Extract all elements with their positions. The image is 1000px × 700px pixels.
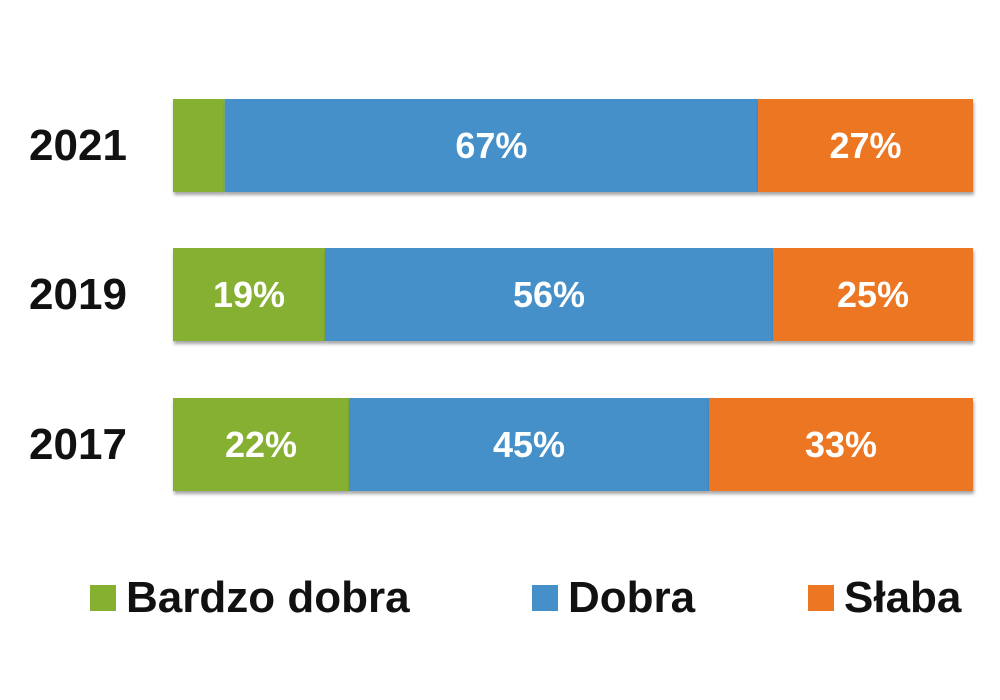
legend-label-slaba: Słaba (844, 573, 962, 622)
category-label-2019: 2019 (29, 270, 127, 319)
legend-label-dobra: Dobra (568, 573, 696, 622)
bar-2017-bardzo-dobra (173, 398, 349, 491)
bars-group (173, 99, 973, 491)
data-label-2019-słaba: 25% (837, 274, 909, 315)
data-label-2017-dobra: 45% (493, 424, 565, 465)
data-label-2021-dobra: 67% (455, 125, 527, 166)
category-label-2021: 2021 (29, 121, 127, 170)
bar-2017-słaba (709, 398, 973, 491)
category-labels-group: 2021 2019 2017 (29, 121, 127, 469)
bar-2019-bardzo-dobra (173, 248, 325, 341)
bar-2019-dobra (325, 248, 773, 341)
legend-swatch-dobra (532, 585, 558, 611)
legend-swatch-slaba (808, 585, 834, 611)
bar-2021-słaba (758, 99, 973, 192)
bar-2021-bardzo-dobra (173, 99, 225, 192)
data-label-2017-bardzo-dobra: 22% (225, 424, 297, 465)
data-label-2017-słaba: 33% (805, 424, 877, 465)
legend-label-bardzo-dobra: Bardzo dobra (126, 573, 410, 622)
category-label-2017: 2017 (29, 420, 127, 469)
bar-2017-dobra (349, 398, 709, 491)
legend: Bardzo dobra Dobra Słaba (0, 568, 1000, 628)
bar-2021-dobra (224, 99, 759, 192)
legend-swatch-bardzo-dobra (90, 585, 116, 611)
data-label-2021-słaba: 27% (830, 125, 902, 166)
data-label-2019-dobra: 56% (513, 274, 585, 315)
data-labels-group: 67% 27% 19% 56% 25% 22% 45% 33% (213, 125, 909, 465)
legend-item-slaba: Słaba (808, 568, 961, 628)
bar-2019-słaba (773, 248, 973, 341)
data-label-2019-bardzo-dobra: 19% (213, 274, 285, 315)
legend-item-bardzo-dobra: Bardzo dobra (90, 568, 410, 628)
legend-item-dobra: Dobra (532, 568, 695, 628)
